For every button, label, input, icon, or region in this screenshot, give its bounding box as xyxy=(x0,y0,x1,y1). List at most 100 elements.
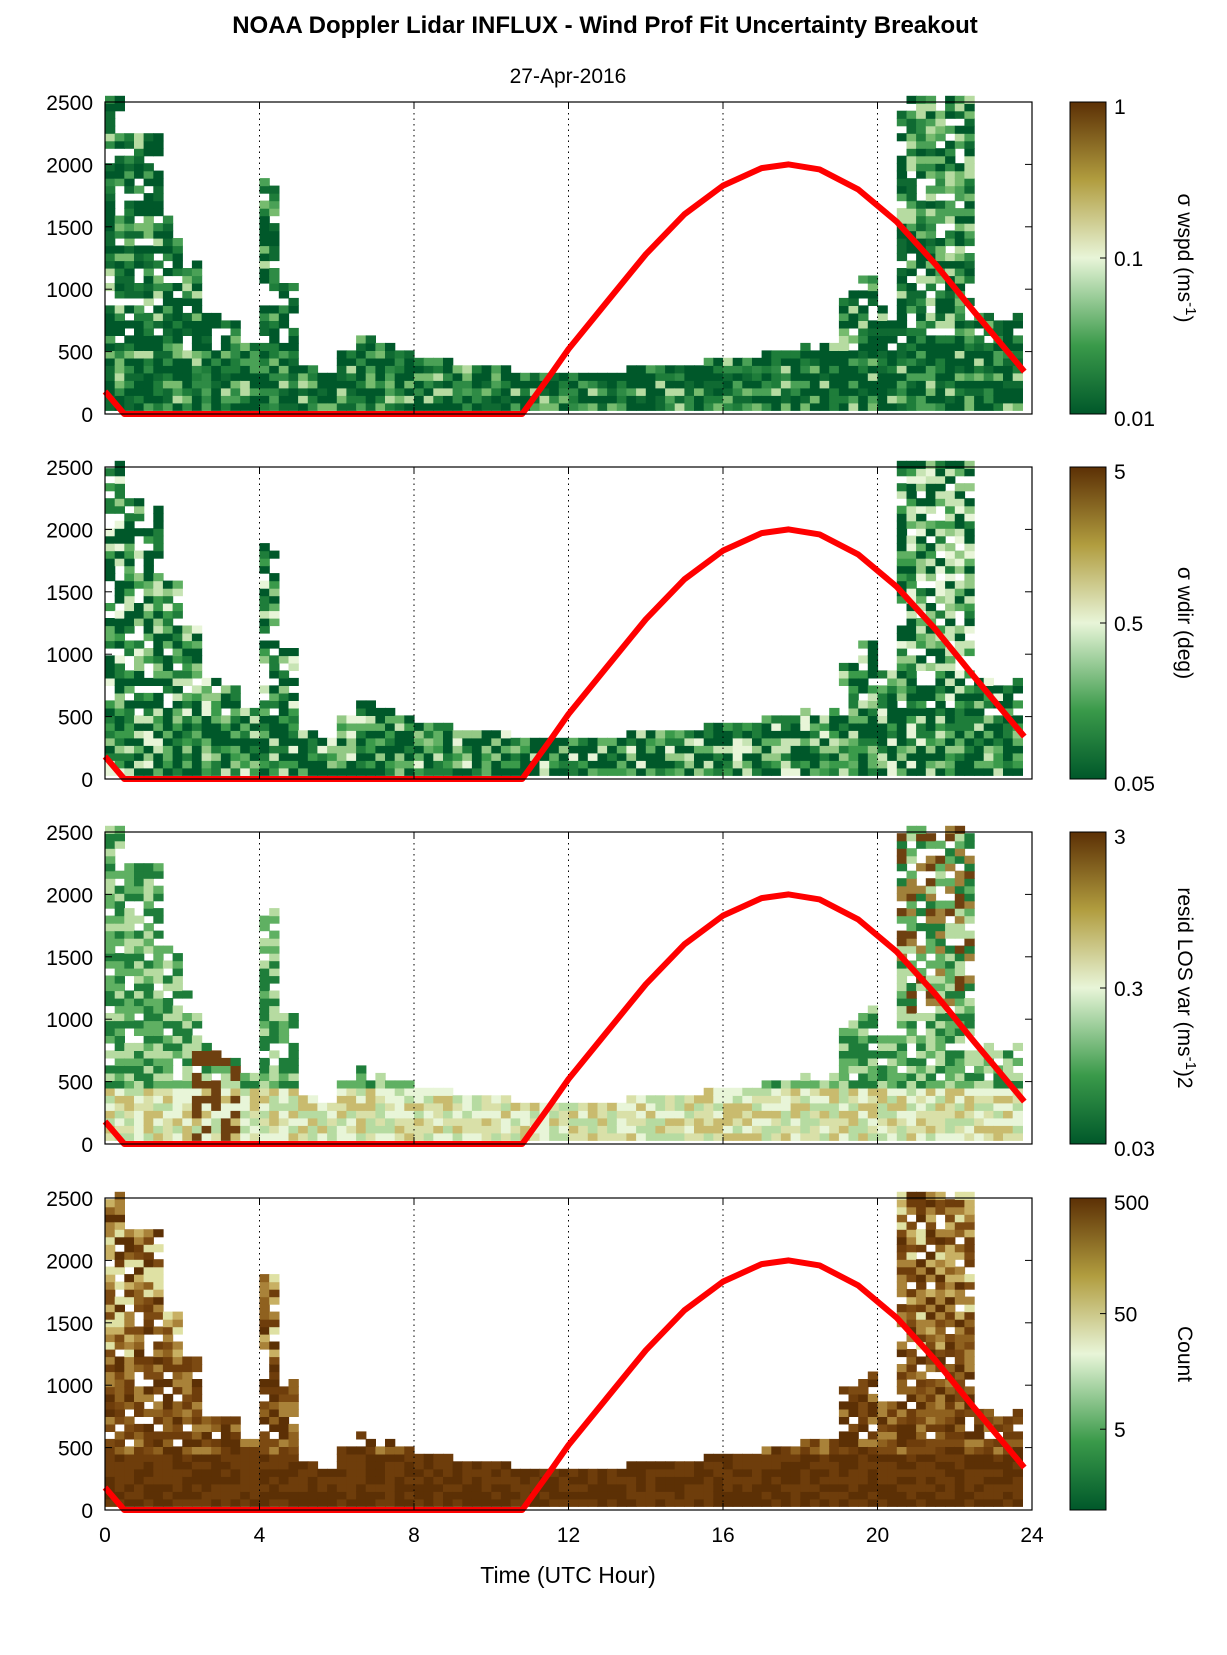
heatmap-cell xyxy=(471,395,483,404)
heatmap-cell xyxy=(327,1132,338,1141)
heatmap-cell xyxy=(105,350,116,359)
heatmap-cell xyxy=(925,1483,937,1492)
heatmap-cell xyxy=(945,760,956,769)
heatmap-cell xyxy=(114,543,125,552)
heatmap-cell xyxy=(124,342,135,351)
heatmap-cell xyxy=(259,1132,270,1141)
heatmap-cell xyxy=(153,610,164,619)
heatmap-cell xyxy=(935,1042,946,1051)
heatmap-cell xyxy=(481,1468,492,1477)
heatmap-cell xyxy=(954,760,966,769)
heatmap-cell xyxy=(114,1027,125,1036)
heatmap-cell xyxy=(790,1087,801,1096)
heatmap-cell xyxy=(134,528,145,537)
heatmap-cell xyxy=(954,692,966,701)
heatmap-cell xyxy=(838,1125,850,1134)
heatmap-cell xyxy=(278,1393,290,1402)
heatmap-cell xyxy=(935,543,946,552)
heatmap-cell xyxy=(153,692,164,701)
heatmap-cell xyxy=(896,670,908,679)
heatmap-cell xyxy=(771,365,782,374)
heatmap-cell xyxy=(404,722,415,731)
heatmap-cell xyxy=(365,1453,376,1462)
heatmap-cell xyxy=(240,737,251,746)
heatmap-cell xyxy=(124,603,135,612)
heatmap-cell xyxy=(935,483,946,492)
heatmap-cell xyxy=(655,380,666,389)
heatmap-cell xyxy=(1003,1087,1014,1096)
heatmap-cell xyxy=(752,745,763,754)
heatmap-cell xyxy=(848,305,859,314)
heatmap-cell xyxy=(636,760,647,769)
heatmap-cell xyxy=(259,253,270,262)
heatmap-cell xyxy=(732,387,743,396)
heatmap-cell xyxy=(182,722,193,731)
heatmap-cell xyxy=(191,1125,203,1134)
heatmap-cell xyxy=(655,1125,666,1134)
heatmap-cell xyxy=(945,350,956,359)
heatmap-cell xyxy=(172,342,183,351)
heatmap-cell xyxy=(723,1491,734,1500)
heatmap-cell xyxy=(346,1476,357,1485)
heatmap-cell xyxy=(134,1438,145,1447)
heatmap-cell xyxy=(848,760,859,769)
heatmap-cell xyxy=(916,460,927,469)
heatmap-cell xyxy=(867,290,879,299)
heatmap-cell xyxy=(964,133,975,142)
heatmap-cell xyxy=(114,1125,125,1134)
heatmap-cell xyxy=(307,1483,319,1492)
heatmap-cell xyxy=(935,200,946,209)
heatmap-cell xyxy=(925,1251,937,1260)
heatmap-cell xyxy=(993,395,1004,404)
heatmap-cell xyxy=(153,275,164,284)
heatmap-cell xyxy=(935,1319,946,1328)
heatmap-cell xyxy=(153,513,164,522)
heatmap-cell xyxy=(105,603,116,612)
heatmap-cell xyxy=(636,1132,647,1141)
heatmap-cell xyxy=(162,1349,174,1358)
heatmap-cell xyxy=(848,1423,859,1432)
heatmap-cell xyxy=(385,1461,396,1470)
heatmap-cell xyxy=(867,737,879,746)
heatmap-cell xyxy=(867,1438,879,1447)
heatmap-cell xyxy=(896,998,908,1007)
heatmap-cell xyxy=(954,1491,966,1500)
heatmap-cell xyxy=(134,505,145,514)
heatmap-cell xyxy=(288,1379,299,1388)
heatmap-cell xyxy=(269,722,280,731)
heatmap-cell xyxy=(945,1461,956,1470)
heatmap-cell xyxy=(858,290,869,299)
heatmap-cell xyxy=(568,1476,579,1485)
heatmap-cell xyxy=(114,1095,125,1104)
heatmap-cell xyxy=(288,1125,299,1134)
heatmap-cell xyxy=(114,655,125,664)
heatmap-cell xyxy=(298,402,309,411)
heatmap-cell xyxy=(124,290,135,299)
heatmap-cell xyxy=(916,953,927,962)
heatmap-cell xyxy=(906,1274,917,1283)
heatmap-cell xyxy=(510,380,521,389)
heatmap-cell xyxy=(752,380,763,389)
heatmap-cell xyxy=(916,110,927,119)
heatmap-cell xyxy=(945,1221,956,1230)
heatmap-cell xyxy=(916,312,927,321)
heatmap-cell xyxy=(105,215,116,224)
heatmap-cell xyxy=(925,1364,937,1373)
heatmap-cell xyxy=(134,1453,145,1462)
heatmap-cell xyxy=(143,148,154,157)
heatmap-cell xyxy=(211,1461,222,1470)
heatmap-cell xyxy=(278,1057,290,1066)
heatmap-cell xyxy=(925,975,937,984)
heatmap-cell xyxy=(780,1468,792,1477)
heatmap-cell xyxy=(375,372,386,381)
heatmap-cell xyxy=(906,357,917,366)
heatmap-cell xyxy=(153,520,164,529)
heatmap-cell xyxy=(162,1491,174,1500)
heatmap-cell xyxy=(385,1117,396,1126)
heatmap-cell xyxy=(269,245,280,254)
heatmap-cell xyxy=(964,640,975,649)
heatmap-cell xyxy=(327,372,338,381)
heatmap-cell xyxy=(858,1042,869,1051)
heatmap-cell xyxy=(336,745,348,754)
heatmap-cell xyxy=(1012,767,1023,776)
